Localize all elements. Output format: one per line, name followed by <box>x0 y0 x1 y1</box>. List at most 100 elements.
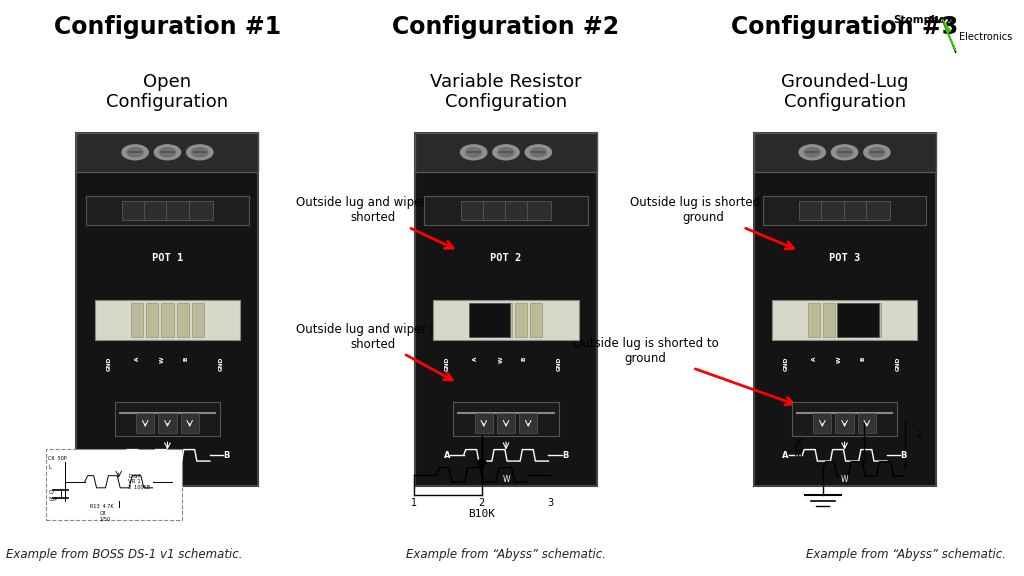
Text: POT 1: POT 1 <box>152 253 183 263</box>
Circle shape <box>804 147 820 157</box>
Text: GND: GND <box>444 357 450 371</box>
Bar <box>144 200 169 221</box>
Bar <box>500 303 512 337</box>
Text: GND: GND <box>783 357 788 371</box>
Circle shape <box>155 145 180 160</box>
Bar <box>497 413 515 433</box>
Text: W: W <box>160 357 165 363</box>
Text: Example from “Abyss” schematic.: Example from “Abyss” schematic. <box>806 548 1007 561</box>
Text: B: B <box>223 451 229 460</box>
Text: B25K: B25K <box>796 435 805 456</box>
Text: C7: C7 <box>48 490 55 495</box>
Text: 2: 2 <box>478 498 485 508</box>
Text: Outside lug and wiper are
shorted: Outside lug and wiper are shorted <box>296 196 454 248</box>
Bar <box>519 413 538 433</box>
Circle shape <box>525 145 552 160</box>
Text: Electronics: Electronics <box>958 32 1012 42</box>
Text: DIST: DIST <box>128 475 141 479</box>
Bar <box>162 303 173 337</box>
Text: Configuration #3: Configuration #3 <box>731 15 958 39</box>
Text: Variable Resistor
Configuration: Variable Resistor Configuration <box>430 73 582 111</box>
Circle shape <box>831 145 858 160</box>
Bar <box>415 133 597 172</box>
Circle shape <box>868 147 885 157</box>
Bar <box>792 402 897 436</box>
Circle shape <box>478 460 485 464</box>
Text: GND: GND <box>218 357 223 371</box>
Text: B: B <box>521 357 526 361</box>
Text: 50P: 50P <box>48 497 57 502</box>
Text: POT 3: POT 3 <box>829 253 860 263</box>
Circle shape <box>122 145 148 160</box>
Polygon shape <box>943 20 955 51</box>
Text: Open
Configuration: Open Configuration <box>106 73 228 111</box>
Text: W: W <box>502 475 510 484</box>
Text: Outside lug and wiper are
shorted: Outside lug and wiper are shorted <box>296 323 453 380</box>
Bar <box>808 303 820 337</box>
Bar <box>86 196 249 225</box>
Bar <box>839 303 851 337</box>
Bar <box>475 413 493 433</box>
Text: A: A <box>134 357 139 361</box>
Bar <box>844 200 867 221</box>
Text: GND: GND <box>106 357 112 371</box>
Bar <box>515 303 527 337</box>
Circle shape <box>186 145 213 160</box>
Bar <box>159 413 176 433</box>
Circle shape <box>799 145 825 160</box>
Bar <box>484 303 497 337</box>
Circle shape <box>160 147 175 157</box>
Bar <box>530 303 543 337</box>
Bar <box>146 303 159 337</box>
Bar <box>94 300 241 340</box>
Text: A: A <box>812 357 817 361</box>
Bar <box>799 200 823 221</box>
Circle shape <box>466 147 481 157</box>
Text: W: W <box>837 357 842 363</box>
Circle shape <box>191 147 208 157</box>
Text: GND: GND <box>557 357 562 371</box>
Bar <box>527 200 552 221</box>
Bar <box>77 133 258 486</box>
Bar <box>866 200 890 221</box>
Text: Example from BOSS DS-1 v1 schematic.: Example from BOSS DS-1 v1 schematic. <box>6 548 243 561</box>
Bar <box>754 133 936 172</box>
Text: B: B <box>183 357 188 361</box>
Bar <box>763 196 927 225</box>
Bar <box>868 303 881 337</box>
Bar <box>821 200 846 221</box>
Text: W: W <box>841 475 848 484</box>
Bar <box>454 402 559 436</box>
Text: Configuration #2: Configuration #2 <box>392 15 620 39</box>
Bar <box>838 303 879 337</box>
Text: Stompbox: Stompbox <box>894 15 953 25</box>
Bar <box>136 413 155 433</box>
Text: Configuration #1: Configuration #1 <box>54 15 281 39</box>
Text: B10K: B10K <box>468 509 496 518</box>
Bar <box>188 200 213 221</box>
Bar <box>180 413 199 433</box>
Bar <box>122 200 146 221</box>
Text: A: A <box>782 451 788 460</box>
Bar <box>191 303 204 337</box>
Bar <box>433 300 579 340</box>
Text: 1/50: 1/50 <box>99 516 111 521</box>
Text: Grounded-Lug
Configuration: Grounded-Lug Configuration <box>781 73 908 111</box>
Text: 2: 2 <box>916 431 922 440</box>
Bar <box>482 200 507 221</box>
Bar <box>131 303 143 337</box>
Text: C6  50P: C6 50P <box>48 456 67 461</box>
Bar <box>424 196 588 225</box>
Circle shape <box>837 147 853 157</box>
Text: W: W <box>499 357 504 363</box>
Bar <box>415 133 597 486</box>
Text: 3  100KB: 3 100KB <box>128 485 151 490</box>
Bar <box>854 303 866 337</box>
Text: A: A <box>105 451 112 460</box>
Text: L: L <box>48 465 51 471</box>
Text: A: A <box>443 451 451 460</box>
Bar <box>836 413 854 433</box>
Bar <box>115 402 220 436</box>
Bar <box>813 413 831 433</box>
Text: C8: C8 <box>99 511 105 516</box>
